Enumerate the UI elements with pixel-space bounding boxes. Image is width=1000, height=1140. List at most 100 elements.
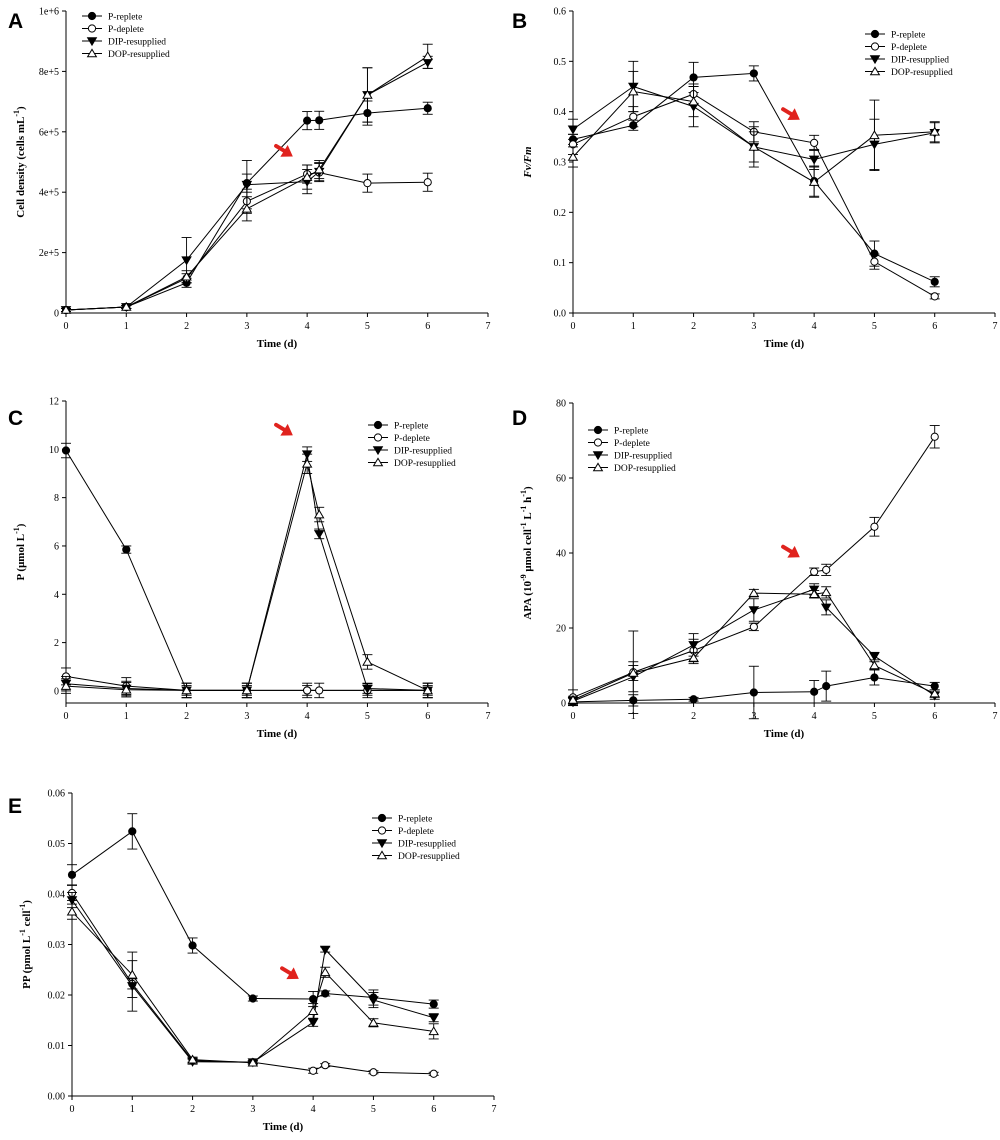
data-point [187, 1054, 198, 1064]
data-point [319, 967, 331, 977]
data-point [181, 685, 192, 695]
x-tick-label: 3 [244, 321, 249, 332]
panel-letter: D [512, 407, 527, 430]
data-point [870, 522, 879, 531]
legend: P-replete P-deplete DIP-resupplied DOP-resu… [368, 420, 456, 469]
data-point [748, 606, 760, 616]
data-point [749, 688, 758, 697]
data-point [362, 684, 373, 694]
legend-marker [376, 839, 388, 849]
x-tick-label: 5 [872, 711, 877, 722]
series-p-replete [61, 442, 433, 696]
series-dop-resupplied [567, 70, 940, 198]
red-arrow-icon [280, 966, 299, 980]
data-point [313, 164, 325, 174]
y-axis-label-part: P (μmol L [15, 534, 27, 581]
data-point [567, 694, 579, 704]
legend-label: P-deplete [891, 43, 927, 53]
data-point [128, 827, 137, 836]
legend-label: DOP-resupplied [614, 464, 676, 474]
data-point [422, 51, 433, 61]
data-point [181, 271, 192, 281]
arrow-head [280, 145, 293, 157]
legend-label: DIP-resupplied [108, 38, 166, 48]
y-tick-label: 80 [556, 399, 566, 410]
data-point [870, 257, 879, 266]
panel-letter: B [512, 10, 527, 33]
x-tick-label: 4 [305, 321, 310, 332]
data-point [428, 1013, 439, 1023]
data-point [567, 151, 579, 161]
data-point [321, 989, 330, 998]
series-dip-resupplied [60, 55, 433, 316]
legend-marker [372, 446, 384, 456]
series-line [71, 892, 434, 1075]
data-point [688, 96, 699, 106]
x-tick-label: 0 [64, 711, 69, 722]
x-tick-label: 3 [250, 1104, 255, 1115]
y-axis-label-part: μmol cell [522, 529, 534, 574]
data-point [820, 603, 832, 613]
data-point [309, 1066, 318, 1075]
data-point [362, 89, 373, 99]
data-point [810, 687, 819, 696]
y-axis-label: Cell density (cells mL-1) [12, 106, 27, 218]
y-tick-label: 0.05 [48, 839, 66, 850]
legend: P-replete P-deplete DIP-resupplied DOP-resu… [588, 425, 676, 474]
data-point [303, 686, 312, 695]
legend: P-replete P-deplete DIP-resupplied DOP-resu… [865, 29, 953, 78]
y-axis-label-superscript: -9 [519, 574, 528, 581]
data-point [822, 682, 831, 691]
data-point [241, 180, 253, 190]
x-tick-label: 4 [812, 711, 817, 722]
x-tick-label: 4 [305, 711, 310, 722]
series-p-deplete [568, 83, 940, 301]
data-point [307, 1005, 319, 1015]
x-tick-label: 1 [631, 321, 636, 332]
data-point [248, 994, 257, 1003]
legend-label: DOP-resupplied [108, 50, 170, 60]
y-axis-label-part: PP (pmol L [21, 936, 33, 989]
data-point [301, 171, 313, 181]
data-point [929, 126, 940, 136]
y-axis-label: PP (pmol L-1 cell-1) [18, 900, 33, 989]
data-point [810, 567, 819, 576]
panel-b: B 0 1 2 3 4 5 6 7 0.0 0.1 0.2 0.3 0.4 0.5 0.6 Time (d) Fv… [512, 7, 998, 351]
data-point [808, 589, 820, 599]
legend-label: DOP-resupplied [394, 459, 456, 469]
legend-marker [869, 66, 881, 76]
legend-marker [87, 11, 97, 21]
legend-marker [86, 37, 98, 47]
y-axis-label-part: ) [15, 106, 27, 110]
x-axis-label: Time (d) [764, 728, 805, 740]
x-tick-label: 6 [425, 321, 430, 332]
legend-marker [592, 451, 604, 461]
x-tick-label: 1 [130, 1104, 135, 1115]
data-point [429, 999, 438, 1009]
red-arrow-icon [781, 544, 800, 558]
data-point [315, 116, 324, 125]
series-dop-resupplied [66, 903, 439, 1067]
y-tick-label: 0.00 [48, 1092, 66, 1103]
y-tick-label: 0.02 [48, 991, 66, 1002]
x-tick-label: 0 [571, 321, 576, 332]
x-tick-label: 5 [371, 1104, 376, 1115]
data-point [423, 178, 432, 187]
legend-marker [870, 29, 880, 39]
data-point [869, 660, 880, 670]
x-tick-label: 6 [431, 1104, 436, 1115]
data-point [122, 545, 131, 554]
data-point [315, 686, 324, 695]
legend-marker [593, 425, 603, 435]
series-dip-resupplied [60, 446, 433, 699]
legend-label: P-replete [891, 31, 925, 41]
x-tick-label: 6 [932, 711, 937, 722]
series-dip-resupplied [66, 892, 439, 1068]
y-tick-label: 0 [561, 699, 566, 710]
legend-marker [869, 55, 881, 65]
x-axis-label: Time (d) [263, 1121, 304, 1133]
y-axis-label-superscript: -1 [12, 527, 21, 534]
series-line [572, 676, 935, 703]
data-point [748, 587, 760, 597]
